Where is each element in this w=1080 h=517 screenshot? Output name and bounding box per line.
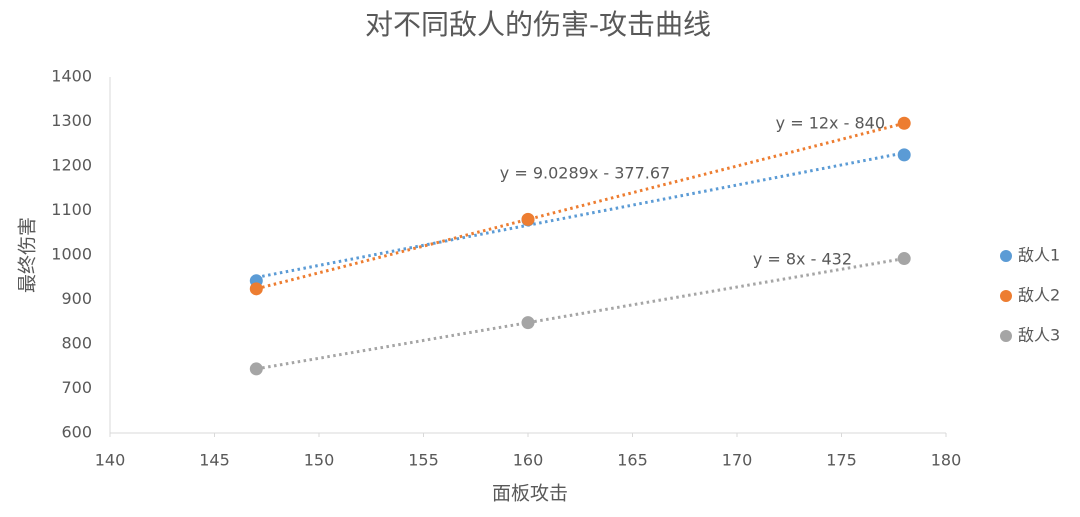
y-axis-title: 最终伤害	[17, 217, 39, 293]
y-tick-label: 800	[61, 334, 92, 353]
trendline-label: y = 9.0289x - 377.67	[500, 164, 670, 183]
legend-label: 敌人2	[1018, 286, 1060, 305]
x-tick-label: 145	[199, 451, 230, 470]
x-tick-label: 165	[617, 451, 648, 470]
y-tick-label: 1000	[51, 245, 92, 264]
x-tick-label: 175	[826, 451, 857, 470]
x-tick-label: 150	[304, 451, 335, 470]
legend-label: 敌人1	[1018, 246, 1060, 265]
point	[897, 116, 911, 130]
legend-marker	[1000, 290, 1012, 302]
chart-title: 对不同敌人的伤害-攻击曲线	[365, 8, 711, 41]
x-tick-label: 170	[722, 451, 753, 470]
x-axis-title: 面板攻击	[492, 483, 568, 505]
point	[521, 212, 535, 226]
trendline-label: y = 8x - 432	[753, 250, 852, 269]
y-tick-label: 900	[61, 289, 92, 308]
x-tick-label: 155	[408, 451, 439, 470]
y-tick-label: 1200	[51, 156, 92, 175]
y-tick-label: 1300	[51, 111, 92, 130]
y-tick-label: 700	[61, 378, 92, 397]
point	[249, 362, 263, 376]
y-tick-label: 1100	[51, 200, 92, 219]
legend-label: 敌人3	[1018, 326, 1060, 345]
legend-marker	[1000, 250, 1012, 262]
x-tick-label: 160	[513, 451, 544, 470]
point	[249, 282, 263, 296]
point	[897, 252, 911, 266]
trendline	[256, 151, 905, 279]
x-tick-label: 140	[95, 451, 126, 470]
x-tick-label: 180	[931, 451, 962, 470]
trendline	[256, 257, 905, 371]
legend-marker	[1000, 330, 1012, 342]
point	[521, 316, 535, 330]
trendline-label: y = 12x - 840	[776, 114, 885, 133]
y-tick-label: 600	[61, 423, 92, 442]
point	[897, 148, 911, 162]
y-tick-label: 1400	[51, 67, 92, 86]
